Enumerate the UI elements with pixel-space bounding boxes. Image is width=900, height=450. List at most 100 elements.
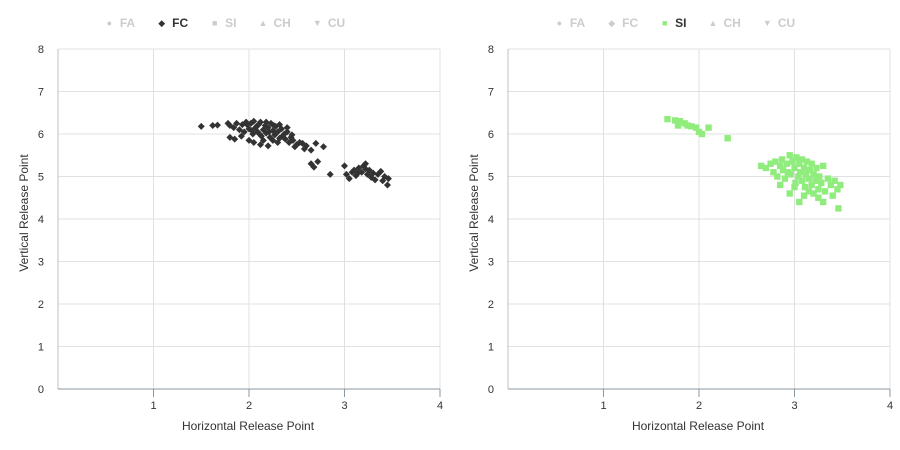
data-point-si	[835, 205, 842, 212]
data-point-fc	[250, 117, 258, 125]
data-point-fc	[256, 141, 264, 149]
data-point-si	[802, 171, 810, 178]
data-point-fc	[264, 142, 272, 150]
legend-item-fa[interactable]: ● FA	[105, 14, 136, 32]
data-point-si	[827, 181, 834, 189]
legend-item-fc[interactable]: ◆ FC	[607, 14, 638, 32]
data-point-si	[801, 183, 809, 191]
data-point-si	[684, 122, 691, 129]
data-point-si	[796, 160, 803, 167]
data-point-fc	[237, 132, 245, 140]
data-point-si	[688, 123, 695, 130]
y-tick-label: 5	[488, 172, 494, 184]
y-tick-label: 3	[488, 257, 494, 269]
data-point-si	[671, 117, 679, 124]
data-point-fc	[265, 128, 273, 136]
data-point-si	[757, 162, 765, 170]
triangle-down-icon: ▼	[312, 18, 322, 28]
x-tick-label: 1	[600, 400, 606, 412]
legend-label: SI	[675, 16, 687, 30]
data-point-fc	[362, 160, 370, 168]
data-point-si	[776, 181, 784, 189]
data-point-fc	[354, 169, 362, 177]
data-point-si	[837, 181, 844, 189]
data-point-fc	[231, 135, 239, 143]
data-point-si	[810, 190, 817, 197]
data-point-si	[815, 194, 822, 201]
triangle-up-icon: ▲	[258, 18, 268, 28]
data-point-fc	[302, 142, 310, 150]
data-point-si	[810, 171, 817, 178]
scatter-plot: 0 1 2 3 4 5 6 7 8 1 2 3 4 Horizontal Release Point Ver…	[467, 44, 893, 433]
data-point-si	[762, 164, 770, 172]
legend-item-si[interactable]: ■ SI	[210, 14, 237, 32]
legend-item-ch[interactable]: ▲ CH	[259, 14, 291, 32]
y-tick-label: 1	[488, 342, 494, 354]
legend-item-fa[interactable]: ● FA	[555, 14, 586, 32]
release-point-chart-si: ● FA ◆ FC ■ SI ▲ CH ▼ CU 0 1 2 3 4 5 6 7 8 1 2 3 4 Horizontal …	[450, 0, 900, 450]
legend-label: FA	[569, 16, 586, 30]
data-point-si	[676, 118, 684, 125]
diamond-icon: ◆	[608, 18, 616, 28]
data-point-fc	[250, 139, 258, 146]
circle-icon: ●	[106, 18, 113, 28]
data-point-fc	[289, 136, 297, 144]
data-point-fc	[342, 170, 350, 178]
legend-label: CU	[777, 16, 796, 30]
y-tick-label: 7	[38, 87, 44, 99]
data-point-fc	[310, 163, 318, 171]
x-tick-label: 1	[150, 400, 156, 412]
chart-legend: ● FA ◆ FC ■ SI ▲ CH ▼ CU	[450, 14, 900, 32]
data-point-fc	[362, 165, 370, 173]
data-point-fc	[345, 175, 353, 183]
data-point-fc	[383, 181, 391, 189]
data-point-si	[821, 188, 829, 195]
data-point-si	[767, 160, 774, 167]
data-point-si	[791, 164, 798, 172]
x-tick-label: 2	[246, 400, 252, 412]
data-point-si	[816, 173, 823, 180]
legend-item-cu[interactable]: ▼ CU	[763, 14, 795, 32]
x-tick-label: 3	[341, 400, 347, 412]
legend-item-cu[interactable]: ▼ CU	[313, 14, 345, 32]
data-point-fc	[213, 121, 221, 129]
legend-item-si[interactable]: ■ SI	[660, 14, 687, 32]
data-point-fc	[341, 162, 348, 170]
data-point-si	[783, 160, 791, 167]
legend-item-ch[interactable]: ▲ CH	[709, 14, 741, 32]
x-axis-title: Horizontal Release Point	[632, 419, 765, 433]
data-point-si	[791, 183, 798, 191]
data-point-si	[796, 198, 803, 206]
data-point-si	[787, 171, 794, 178]
square-icon: ■	[211, 18, 218, 28]
y-tick-label: 3	[38, 257, 44, 269]
data-point-si	[800, 164, 808, 172]
y-axis-title: Vertical Release Point	[17, 154, 31, 272]
data-point-si	[778, 156, 786, 163]
data-point-si	[800, 192, 808, 199]
data-point-si	[805, 188, 813, 195]
data-point-si	[808, 160, 815, 167]
legend-label: SI	[225, 16, 237, 30]
legend-label: FA	[119, 16, 136, 30]
data-point-si	[806, 166, 813, 174]
x-tick-label: 2	[696, 400, 702, 412]
legend-label: CH	[723, 16, 741, 30]
data-point-si	[793, 154, 800, 161]
triangle-up-icon: ▲	[708, 18, 718, 28]
data-point-fc	[233, 119, 241, 127]
legend-item-fc[interactable]: ◆ FC	[157, 14, 188, 32]
y-tick-label: 0	[38, 384, 44, 396]
data-point-fc	[262, 118, 270, 126]
legend-label: CU	[327, 16, 346, 30]
data-point-fc	[259, 136, 267, 144]
data-point-fc	[209, 122, 217, 129]
data-point-si	[774, 173, 781, 180]
data-point-si	[819, 198, 827, 206]
y-tick-label: 2	[488, 299, 494, 311]
data-point-si	[772, 158, 779, 165]
data-point-si	[805, 175, 813, 182]
y-tick-label: 8	[488, 44, 494, 56]
y-tick-label: 6	[488, 129, 494, 141]
y-tick-label: 0	[488, 384, 494, 396]
